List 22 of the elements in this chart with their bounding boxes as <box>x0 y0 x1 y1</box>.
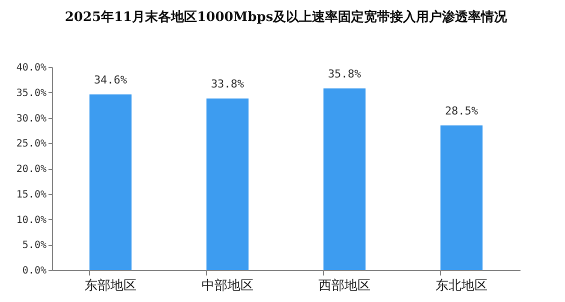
y-tick-label: 10.0% <box>16 214 46 226</box>
data-label: 33.8% <box>210 77 244 90</box>
bar <box>206 98 249 270</box>
x-tick-label: 中部地区 <box>202 278 254 292</box>
bar <box>440 125 483 270</box>
y-tick-label: 15.0% <box>16 189 46 200</box>
y-tick-label: 0.0% <box>22 266 46 276</box>
y-tick-label: 25.0% <box>16 138 46 150</box>
y-tick-label: 5.0% <box>22 240 46 252</box>
y-tick-label: 35.0% <box>16 88 46 99</box>
x-tick-label: 西部地区 <box>318 278 370 292</box>
data-label: 35.8% <box>328 67 362 80</box>
chart-title: 2025年11月末各地区1000Mbps及以上速率固定宽带接入用户渗透率情况 <box>64 9 508 25</box>
y-tick-label: 40.0% <box>16 62 46 74</box>
bar <box>89 94 132 270</box>
y-tick-label: 30.0% <box>16 113 46 124</box>
x-tick-label: 东部地区 <box>84 278 136 292</box>
bar <box>323 88 366 270</box>
x-tick-label: 东北地区 <box>436 278 488 292</box>
data-label: 34.6% <box>94 73 128 86</box>
data-label: 28.5% <box>444 104 478 118</box>
y-tick-label: 20.0% <box>16 164 46 175</box>
